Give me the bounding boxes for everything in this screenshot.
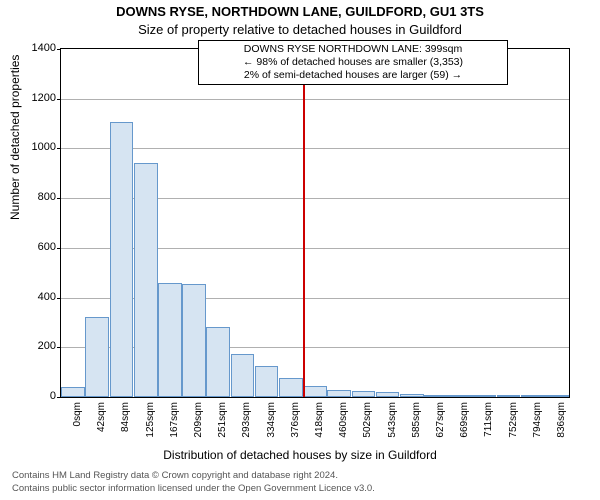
xtick-label: 711sqm <box>483 402 494 442</box>
bar <box>61 387 85 397</box>
ytick-label: 400 <box>38 291 56 303</box>
bar <box>85 317 109 397</box>
ytick-label: 1000 <box>32 141 56 153</box>
bar <box>352 391 376 397</box>
xtick-label: 376sqm <box>290 402 301 442</box>
bar <box>400 394 424 397</box>
bar <box>376 392 400 397</box>
xtick-label: 125sqm <box>145 402 156 442</box>
page-title-line1: DOWNS RYSE, NORTHDOWN LANE, GUILDFORD, G… <box>0 4 600 19</box>
xtick-label: 669sqm <box>459 402 470 442</box>
xtick-label: 502sqm <box>362 402 373 442</box>
annotation-line2: ← 98% of detached houses are smaller (3,… <box>203 56 503 69</box>
bar <box>303 386 327 397</box>
ytick-label: 600 <box>38 241 56 253</box>
xtick-label: 167sqm <box>169 402 180 442</box>
ytick-label: 200 <box>38 340 56 352</box>
bar <box>279 378 303 397</box>
footer-line2: Contains public sector information licen… <box>12 483 375 494</box>
annotation-box: DOWNS RYSE NORTHDOWN LANE: 399sqm ← 98% … <box>198 40 508 85</box>
bar <box>521 395 545 397</box>
bar <box>327 390 351 397</box>
bar <box>424 395 448 397</box>
marker-line <box>303 49 305 397</box>
ytick-label: 1400 <box>32 42 56 54</box>
bar <box>110 122 134 397</box>
xtick-label: 836sqm <box>556 402 567 442</box>
xtick-label: 0sqm <box>72 402 83 442</box>
xtick-label: 460sqm <box>338 402 349 442</box>
plot-area <box>60 48 570 398</box>
chart-container: DOWNS RYSE, NORTHDOWN LANE, GUILDFORD, G… <box>0 0 600 500</box>
bar <box>255 366 279 397</box>
ytick-label: 1200 <box>32 92 56 104</box>
bar <box>231 354 255 398</box>
bar <box>134 163 158 397</box>
xtick-label: 794sqm <box>532 402 543 442</box>
bars-group <box>61 49 569 397</box>
xtick-label: 209sqm <box>193 402 204 442</box>
bar <box>158 283 182 397</box>
annotation-line1: DOWNS RYSE NORTHDOWN LANE: 399sqm <box>203 43 503 56</box>
xtick-label: 627sqm <box>435 402 446 442</box>
bar <box>472 395 496 397</box>
xtick-label: 42sqm <box>96 402 107 442</box>
ytick-mark <box>57 397 61 398</box>
x-axis-label: Distribution of detached houses by size … <box>0 448 600 462</box>
ytick-label: 800 <box>38 191 56 203</box>
bar <box>497 395 521 397</box>
bar <box>182 284 206 397</box>
annotation-line3: 2% of semi-detached houses are larger (5… <box>203 69 503 82</box>
y-axis-label: Number of detached properties <box>8 55 22 220</box>
xtick-label: 251sqm <box>217 402 228 442</box>
xtick-label: 418sqm <box>314 402 325 442</box>
bar <box>545 395 569 397</box>
xtick-label: 334sqm <box>266 402 277 442</box>
ytick-label: 0 <box>50 390 56 402</box>
footer-line1: Contains HM Land Registry data © Crown c… <box>12 470 338 481</box>
xtick-label: 84sqm <box>120 402 131 442</box>
xtick-label: 293sqm <box>241 402 252 442</box>
xtick-label: 585sqm <box>411 402 422 442</box>
page-title-line2: Size of property relative to detached ho… <box>0 22 600 37</box>
bar <box>448 395 472 397</box>
xtick-label: 543sqm <box>387 402 398 442</box>
xtick-label: 752sqm <box>508 402 519 442</box>
bar <box>206 327 230 397</box>
